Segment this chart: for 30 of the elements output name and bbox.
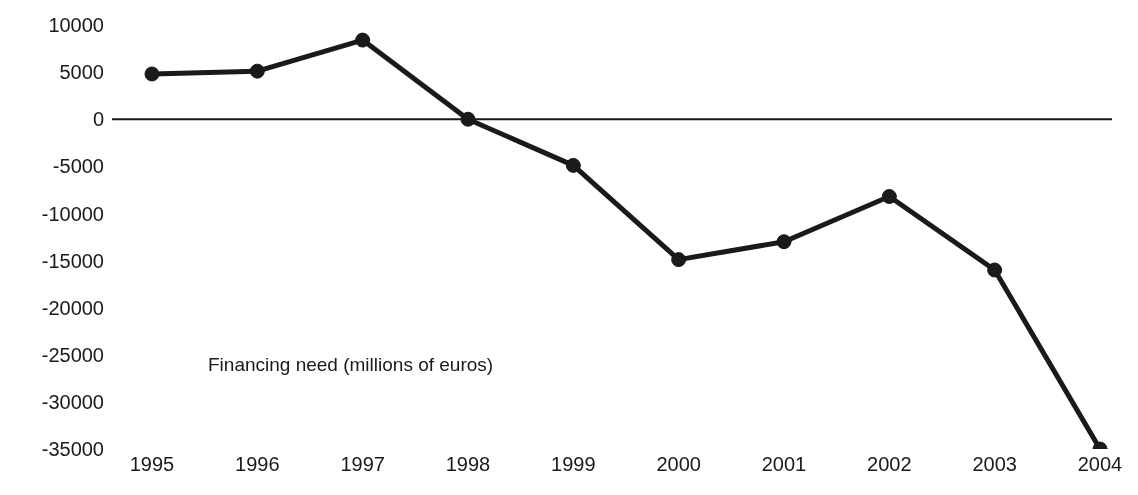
x-tick-label: 1998 [445,453,491,476]
x-tick-label: 2003 [972,453,1017,476]
y-tick-label: 10000 [48,14,104,37]
y-tick-label: -10000 [41,202,104,225]
x-tick-label: 2000 [656,453,701,476]
x-tick-label: 2002 [867,453,912,476]
point [881,188,897,204]
point [776,234,792,250]
y-tick-label: -15000 [41,249,104,272]
x-tick-label: 1996 [235,453,280,476]
x-tick-label: 2004 [1077,453,1123,476]
annotation: Financing need (millions of euros) [208,354,494,376]
y-tick-label: 0 [92,108,104,131]
point [144,66,160,82]
point [987,262,1003,278]
point [460,111,476,127]
point [671,252,687,268]
x-tick-label: 1995 [129,453,175,476]
x-tick-label: 2001 [761,453,807,476]
x-tick-label: 1997 [340,453,385,476]
y-tick-label: -25000 [41,343,104,366]
y-tick-label: -35000 [41,438,104,461]
y-tick-label: -5000 [52,155,104,178]
x-tick-label: 1999 [551,453,596,476]
y-tick-label: -20000 [41,296,104,319]
y-tick-label: -30000 [41,390,104,413]
y-tick-label: 5000 [59,61,104,84]
point [249,63,265,79]
point [355,32,371,48]
point [565,157,581,173]
